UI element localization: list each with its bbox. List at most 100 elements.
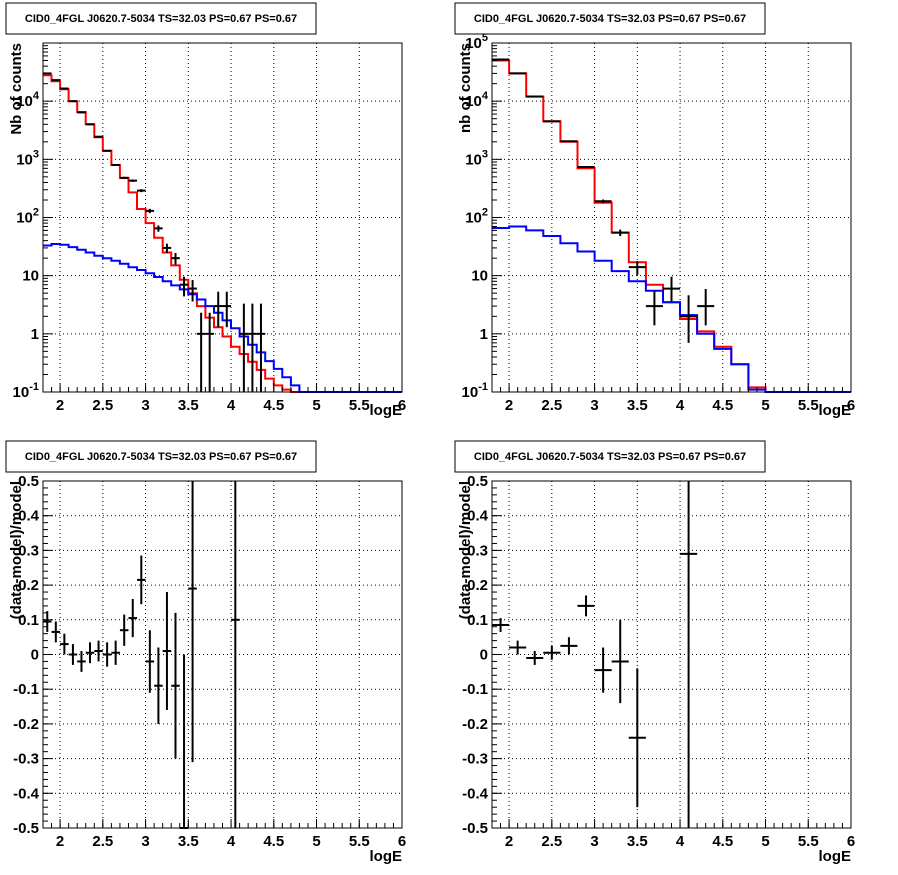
y-tick-labels: -0.5 -0.4 -0.3 -0.2 -0.1 0 0.1 0.2 0.3 0.4 0.5 — [13, 473, 40, 837]
data-point — [102, 149, 112, 152]
data-point — [611, 619, 629, 704]
data-point — [43, 611, 52, 632]
y-tick-label: -0.3 — [462, 751, 488, 768]
data-point — [560, 637, 578, 655]
x-tick-label: 5 — [761, 833, 769, 850]
data-point — [680, 481, 698, 828]
y-tick-label: 0.5 — [467, 473, 488, 490]
x-tick-label: 5.5 — [798, 833, 819, 850]
y-tick-label: 0.2 — [18, 577, 39, 594]
plot-frame — [42, 42, 403, 393]
data-point — [248, 303, 257, 392]
y-tick-label: 1 — [480, 326, 488, 343]
y-tick-label: 0 — [480, 647, 488, 664]
data-point — [179, 276, 189, 297]
x-tick-label: 4 — [227, 833, 236, 850]
chart-title: CID0_4FGL J0620.7-5034 TS=32.03 PS=0.67 … — [25, 451, 297, 463]
data-point — [119, 176, 129, 180]
title-box-bottom-right: CID0_4FGL J0620.7-5034 TS=32.03 PS=0.67 … — [454, 440, 766, 473]
y-tick-label: -0.3 — [13, 751, 39, 768]
data-point — [543, 645, 561, 660]
y-tick-label: 10 — [471, 268, 488, 285]
data-point — [645, 291, 663, 326]
data-point — [119, 614, 129, 646]
x-tick-label: 5.5 — [798, 397, 819, 414]
y-tick-label: 103 — [465, 148, 488, 168]
data-point — [137, 555, 146, 605]
chart-title: CID0_4FGL J0620.7-5034 TS=32.03 PS=0.67 … — [474, 13, 746, 25]
data-point — [85, 123, 95, 126]
data-point — [94, 135, 103, 138]
y-tick-label: -0.5 — [462, 820, 488, 837]
data-point — [239, 303, 249, 392]
data-point — [577, 595, 595, 617]
data-point — [256, 303, 266, 392]
axis-ticks — [491, 42, 852, 393]
series-step-line-blue — [492, 225, 851, 393]
series — [43, 74, 402, 393]
x-tick-label: 2 — [505, 397, 513, 414]
data-point — [179, 654, 189, 829]
y-tick-label: 1 — [31, 326, 39, 343]
data-point — [492, 618, 510, 632]
x-tick-label: 3.5 — [178, 833, 199, 850]
title-box-top-left: CID0_4FGL J0620.7-5034 TS=32.03 PS=0.67 … — [5, 2, 317, 35]
data-point — [222, 291, 232, 328]
x-tick-label: 3.5 — [627, 397, 648, 414]
x-tick-label: 2 — [505, 833, 513, 850]
x-tick-labels: 2 2.5 3 3.5 4 4.5 5 5.5 6 — [505, 833, 855, 850]
y-tick-label: 0.4 — [467, 508, 489, 525]
y-tick-label: 10-1 — [13, 381, 39, 401]
x-tick-label: 5 — [761, 397, 769, 414]
data-point — [697, 288, 715, 326]
data-points — [492, 481, 698, 828]
y-tick-label: 0.4 — [18, 508, 40, 525]
y-tick-label: 0.5 — [18, 473, 39, 490]
data-point — [611, 229, 629, 237]
x-tick-label: 3 — [590, 833, 598, 850]
x-tick-label: 5.5 — [349, 833, 370, 850]
y-tick-label: -0.1 — [462, 681, 488, 698]
data-point — [543, 120, 561, 123]
y-tick-label: -0.1 — [13, 681, 39, 698]
x-tick-label: 3 — [141, 397, 149, 414]
x-tick-label: 2.5 — [541, 833, 562, 850]
data-point — [102, 642, 112, 667]
data-point — [509, 640, 527, 655]
data-point — [68, 100, 78, 103]
data-point — [577, 165, 595, 168]
x-tick-labels: 2 2.5 3 3.5 4 4.5 5 5.5 6 — [505, 397, 855, 414]
data-point — [231, 481, 240, 828]
axis-ticks — [491, 480, 852, 829]
x-tick-label: 4.5 — [263, 397, 284, 414]
data-point — [188, 481, 197, 763]
data-point — [662, 276, 681, 302]
data-point — [111, 640, 120, 665]
data-point — [213, 291, 223, 328]
panel-bottom-left: 2 2.5 3 3.5 4 4.5 5 5.5 6 -0.5 -0.4 -0.3 -0.2 -0.1 0 0… — [8, 473, 406, 865]
y-tick-label: -0.4 — [13, 785, 40, 802]
x-tick-label: 6 — [398, 833, 406, 850]
x-tick-label: 2.5 — [541, 397, 562, 414]
series-step-line-red — [492, 59, 851, 393]
y-axis-title: (data-model)/model — [457, 481, 474, 619]
x-axis-title: logE — [370, 848, 403, 865]
x-tick-label: 3.5 — [627, 833, 648, 850]
data-point — [680, 295, 698, 343]
series-step-line-blue — [43, 243, 402, 393]
data-point — [154, 647, 163, 724]
x-tick-label: 5 — [312, 397, 320, 414]
data-point — [171, 612, 180, 759]
data-point — [188, 280, 197, 302]
data-point — [628, 668, 646, 808]
y-tick-label: 10 — [22, 268, 39, 285]
chart-title: CID0_4FGL J0620.7-5034 TS=32.03 PS=0.67 … — [474, 451, 746, 463]
y-tick-label: -0.5 — [13, 820, 39, 837]
plot-frame — [491, 480, 852, 829]
y-axis-title: nb of counts — [457, 43, 474, 133]
data-point — [128, 598, 138, 638]
plot-frame — [491, 42, 852, 393]
y-tick-label: 102 — [16, 207, 39, 227]
